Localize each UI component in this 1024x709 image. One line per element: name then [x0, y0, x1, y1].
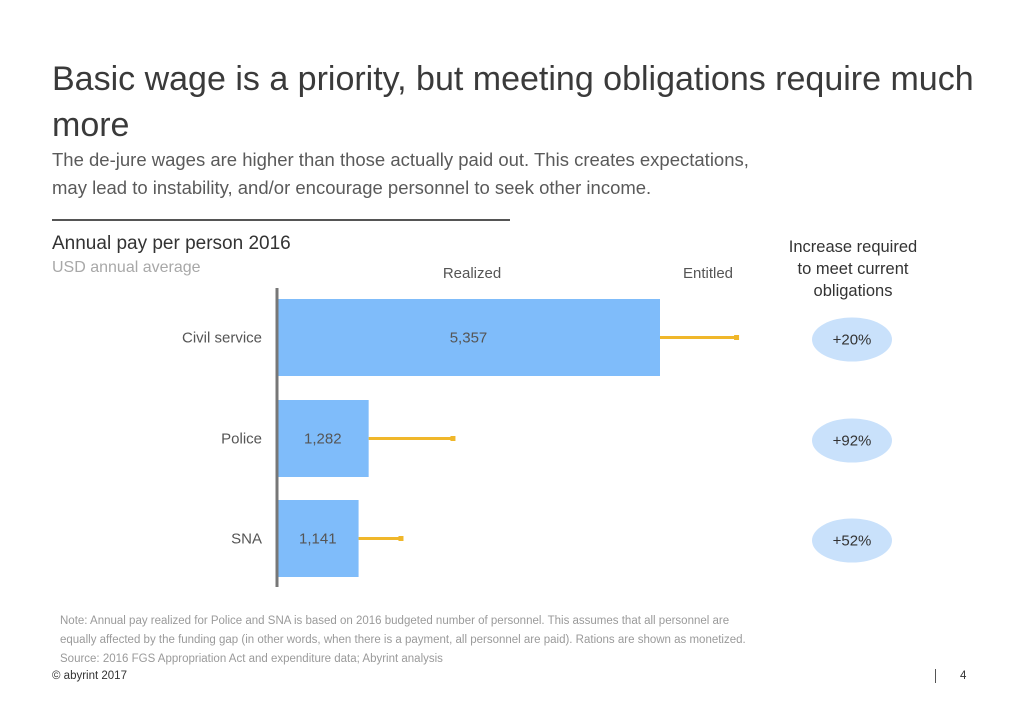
increase-ellipse: [812, 518, 892, 563]
page-separator: [935, 669, 936, 683]
footnote-line: equally affected by the funding gap (in …: [60, 634, 746, 646]
increase-column-header: Increase required to meet current obliga…: [770, 236, 936, 302]
increase-header-line: obligations: [813, 282, 893, 300]
increase-ellipse: [812, 418, 892, 463]
category-label: Police: [221, 431, 262, 448]
subtitle-line: The de-jure wages are higher than those …: [52, 149, 749, 170]
footnote: Note: Annual pay realized for Police and…: [60, 612, 880, 669]
title-divider: [52, 219, 510, 221]
increase-ellipse: [812, 317, 892, 362]
page-number: 4: [960, 670, 967, 682]
data-label: 1,282: [304, 431, 342, 448]
data-label: 5,357: [450, 330, 488, 347]
footnote-line: Source: 2016 FGS Appropriation Act and e…: [60, 653, 443, 665]
entitled-marker: [734, 335, 740, 340]
data-label: 1,141: [299, 531, 337, 548]
increase-header-line: Increase required: [788, 238, 918, 256]
entitled-marker: [450, 436, 456, 441]
realized-bar: [277, 500, 359, 577]
subtitle-line: may lead to instability, and/or encourag…: [52, 177, 652, 198]
entitled-marker: [398, 536, 404, 541]
header-entitled: Entitled: [683, 265, 733, 282]
realized-bar: [277, 400, 369, 477]
category-label: Civil service: [182, 330, 262, 347]
header-realized: Realized: [443, 265, 501, 282]
slide-subtitle: The de-jure wages are higher than those …: [52, 146, 872, 202]
increase-label: +20%: [833, 332, 872, 349]
chart-subtitle: USD annual average: [52, 259, 201, 276]
realized-bar: [277, 299, 660, 376]
increase-label: +52%: [833, 533, 872, 550]
category-label: SNA: [231, 531, 262, 548]
chart-title: Annual pay per person 2016: [52, 233, 291, 254]
slide-title: Basic wage is a priority, but meeting ob…: [52, 60, 974, 144]
increase-label: +92%: [833, 433, 872, 450]
copyright: © abyrint 2017: [52, 670, 127, 682]
increase-header-line: to meet current: [797, 260, 909, 278]
footnote-line: Note: Annual pay realized for Police and…: [60, 615, 730, 627]
